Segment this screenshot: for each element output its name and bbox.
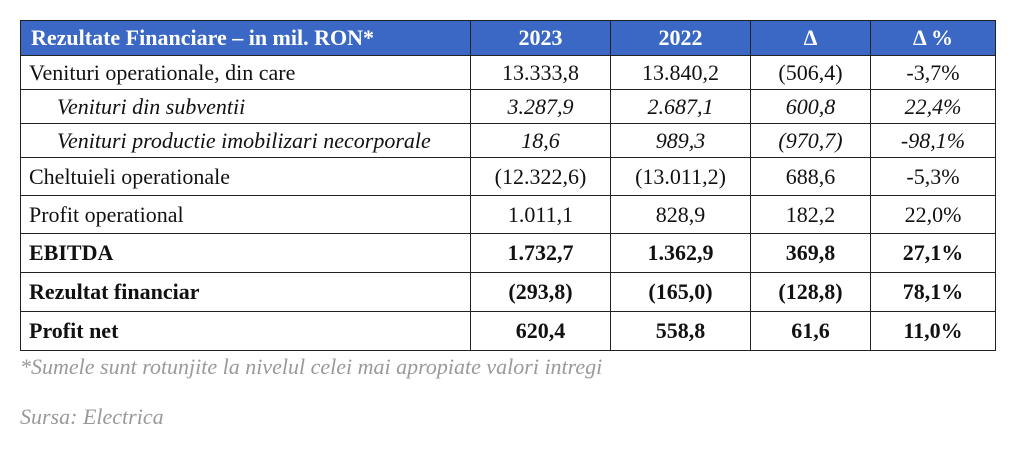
cell-2023: 1.732,7 (470, 233, 611, 273)
table-row: Cheltuieli operationale (12.322,6) (13.0… (20, 157, 996, 196)
cell-delta: 369,8 (750, 233, 871, 273)
cell-2022: 989,3 (610, 123, 751, 158)
cell-2023: (293,8) (470, 272, 611, 312)
cell-delta-percent: 22,4% (870, 89, 996, 124)
cell-delta-percent: -3,7% (870, 55, 996, 90)
cell-2022: 1.362,9 (610, 233, 751, 273)
header-cell-delta: Δ (750, 20, 871, 56)
cell-2023: 18,6 (470, 123, 611, 158)
financial-results-table: Rezultate Financiare – in mil. RON* 2023… (20, 20, 996, 351)
table-row: Profit operational 1.011,1 828,9 182,2 2… (20, 195, 996, 234)
cell-delta: 61,6 (750, 311, 871, 351)
table-row: Rezultat financiar (293,8) (165,0) (128,… (20, 272, 996, 312)
cell-2022: 2.687,1 (610, 89, 751, 124)
row-label: Profit operational (20, 195, 471, 234)
cell-2022: (13.011,2) (610, 157, 751, 196)
table-row: Venituri productie imobilizari necorpora… (20, 123, 996, 158)
cell-delta-percent: 78,1% (870, 272, 996, 312)
row-label: Cheltuieli operationale (20, 157, 471, 196)
table-row: EBITDA 1.732,7 1.362,9 369,8 27,1% (20, 233, 996, 273)
row-label: Venituri productie imobilizari necorpora… (20, 123, 471, 158)
row-label: Profit net (20, 311, 471, 351)
header-cell-2023: 2023 (470, 20, 611, 56)
cell-delta: 182,2 (750, 195, 871, 234)
cell-delta-percent: -5,3% (870, 157, 996, 196)
cell-2023: 1.011,1 (470, 195, 611, 234)
footnote: *Sumele sunt rotunjite la nivelul celei … (20, 354, 603, 379)
cell-delta: (506,4) (750, 55, 871, 90)
table-header-row: Rezultate Financiare – in mil. RON* 2023… (20, 20, 996, 56)
cell-delta: 688,6 (750, 157, 871, 196)
cell-2023: (12.322,6) (470, 157, 611, 196)
cell-2023: 3.287,9 (470, 89, 611, 124)
table-row: Venituri operationale, din care 13.333,8… (20, 55, 996, 90)
cell-delta: (970,7) (750, 123, 871, 158)
header-cell-title: Rezultate Financiare – in mil. RON* (20, 20, 471, 56)
cell-delta-percent: 11,0% (870, 311, 996, 351)
table-row: Profit net 620,4 558,8 61,6 11,0% (20, 311, 996, 351)
cell-2022: (165,0) (610, 272, 751, 312)
header-cell-delta-percent: Δ % (870, 20, 996, 56)
cell-2022: 828,9 (610, 195, 751, 234)
table-row: Venituri din subventii 3.287,9 2.687,1 6… (20, 89, 996, 124)
cell-2023: 13.333,8 (470, 55, 611, 90)
cell-delta-percent: 22,0% (870, 195, 996, 234)
source-credit: Sursa: Electrica (20, 404, 164, 429)
cell-2023: 620,4 (470, 311, 611, 351)
financial-results-table-wrapper: Rezultate Financiare – in mil. RON* 2023… (20, 20, 996, 351)
cell-delta-percent: 27,1% (870, 233, 996, 273)
cell-delta: (128,8) (750, 272, 871, 312)
row-label: EBITDA (20, 233, 471, 273)
row-label: Rezultat financiar (20, 272, 471, 312)
row-label: Venituri din subventii (20, 89, 471, 124)
cell-delta: 600,8 (750, 89, 871, 124)
header-cell-2022: 2022 (610, 20, 751, 56)
cell-2022: 13.840,2 (610, 55, 751, 90)
row-label: Venituri operationale, din care (20, 55, 471, 90)
cell-delta-percent: -98,1% (870, 123, 996, 158)
cell-2022: 558,8 (610, 311, 751, 351)
